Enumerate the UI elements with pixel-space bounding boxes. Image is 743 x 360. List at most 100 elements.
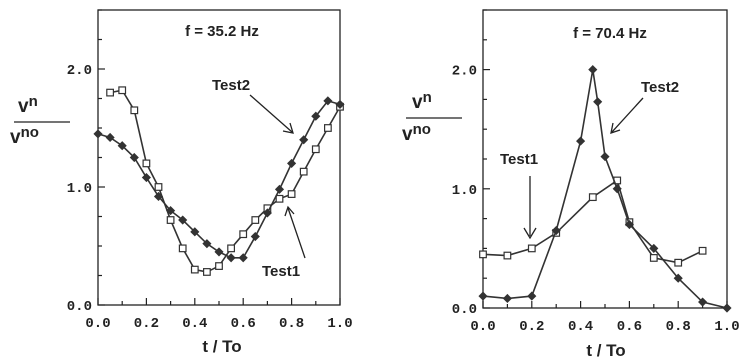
data-point-test1-right xyxy=(649,254,658,262)
data-point-test1-right xyxy=(588,193,597,202)
data-point-test1-left xyxy=(251,216,260,224)
data-point-test2-left xyxy=(311,111,321,121)
data-point-test1-left xyxy=(299,167,308,176)
data-point-test2-left xyxy=(153,191,164,202)
annotation-arrow-test1-right xyxy=(523,176,537,240)
chart-title-right: f = 70.4 Hz xyxy=(573,25,647,42)
y-label-denominator-right: vno xyxy=(402,121,431,145)
x-tick-label-right: 0.8 xyxy=(666,319,691,335)
y-tick-label-left: 1.0 xyxy=(67,181,92,197)
data-point-test1-right xyxy=(674,258,683,267)
data-point-test2-right xyxy=(576,136,586,146)
data-point-test2-left xyxy=(335,99,345,109)
data-point-test1-left xyxy=(311,145,320,154)
data-point-test1-left xyxy=(190,265,199,274)
data-point-test2-left xyxy=(323,96,333,106)
data-point-test2-right xyxy=(649,243,659,253)
data-point-test2-left xyxy=(141,172,151,183)
series-line-test1-right xyxy=(482,179,703,264)
data-point-test2-left xyxy=(287,158,297,168)
data-point-test2-left xyxy=(166,206,176,216)
data-point-test1-right xyxy=(503,251,512,260)
annotation-test2-left: Test2 xyxy=(212,77,250,94)
axis-ticks-right: 0.0 0.2 0.4 0.6 0.8 1.0 0.0 1.0 2.0 xyxy=(452,9,740,335)
data-point-test1-left xyxy=(324,124,332,132)
data-point-test2-left xyxy=(238,253,248,263)
data-point-test2-left xyxy=(93,129,103,139)
annotation-test1-right: Test1 xyxy=(500,151,538,168)
y-tick-label-left: 2.0 xyxy=(67,63,92,79)
series-line-test2-left xyxy=(97,99,341,259)
x-tick-label-right: 1.0 xyxy=(714,319,739,335)
data-point-test2-left xyxy=(105,132,115,143)
x-tick-label-right: 0.0 xyxy=(470,319,495,335)
annotation-arrow-test2-left xyxy=(249,94,294,134)
data-point-test2-left xyxy=(250,231,260,242)
data-point-test1-left xyxy=(227,244,236,253)
x-tick-label-right: 0.6 xyxy=(617,319,642,335)
y-label-numerator-left: vn xyxy=(18,93,38,117)
data-point-test1-left xyxy=(118,86,127,95)
series-layer-right xyxy=(478,65,732,313)
data-point-test2-right xyxy=(551,225,561,236)
series-line-test2-right xyxy=(482,69,728,309)
data-point-test1-left xyxy=(239,230,248,239)
x-tick-label-left: 0.4 xyxy=(182,316,207,332)
data-point-test1-left xyxy=(215,262,223,270)
data-point-test1-right xyxy=(479,250,487,259)
y-tick-label-right: 0.0 xyxy=(452,302,477,318)
data-point-test1-left xyxy=(154,183,163,191)
series-line-test1-left xyxy=(109,89,341,273)
data-point-test1-right xyxy=(527,244,536,253)
x-tick-label-left: 1.0 xyxy=(327,316,352,332)
data-point-test1-left xyxy=(130,106,139,115)
annotation-test2-right: Test2 xyxy=(641,79,679,96)
data-point-test1-right xyxy=(698,246,707,255)
x-tick-label-left: 0.6 xyxy=(231,316,256,332)
data-point-test2-right xyxy=(478,291,488,301)
annotation-test1-left: Test1 xyxy=(262,263,300,280)
data-point-test1-left xyxy=(142,159,151,168)
data-point-test2-right xyxy=(593,97,603,107)
data-point-test1-left xyxy=(178,244,187,253)
data-point-test2-left xyxy=(117,141,127,151)
x-axis-label-right: t / To xyxy=(586,341,625,360)
y-tick-label-right: 1.0 xyxy=(452,183,477,199)
y-label-numerator-right: vn xyxy=(412,89,432,113)
x-tick-label-left: 0.8 xyxy=(279,316,304,332)
y-label-denominator-left: vno xyxy=(10,124,39,148)
data-point-test2-right xyxy=(600,152,610,162)
y-axis-label-left: vn vno xyxy=(10,93,70,148)
data-point-test2-right xyxy=(624,219,634,230)
data-point-test2-left xyxy=(226,253,236,263)
data-point-test2-right xyxy=(502,293,512,304)
data-point-test2-right xyxy=(673,273,683,283)
y-axis-label-right: vn vno xyxy=(402,89,462,145)
data-point-test2-left xyxy=(214,247,224,257)
chart-left: 0.0 0.2 0.4 0.6 0.8 1.00.01.02.0 f = 35.2 Hz … xyxy=(10,9,353,356)
x-tick-label-left: 0.0 xyxy=(85,316,110,332)
data-point-test1-left xyxy=(287,190,296,198)
data-point-test2-left xyxy=(262,208,272,218)
y-tick-label-left: 0.0 xyxy=(67,299,92,315)
series-layer-left xyxy=(93,86,345,276)
data-point-test2-left xyxy=(190,227,200,237)
data-point-test2-left xyxy=(299,135,309,145)
data-point-test2-right xyxy=(588,65,598,75)
data-point-test2-left xyxy=(274,184,285,194)
x-tick-label-left: 0.2 xyxy=(134,316,159,332)
axis-ticks-left: 0.0 0.2 0.4 0.6 0.8 1.0 0.0 1.0 2.0 xyxy=(67,9,353,332)
data-point-test2-right xyxy=(612,184,622,194)
annotation-arrow-test2-right xyxy=(610,97,644,134)
x-tick-label-right: 0.2 xyxy=(519,319,544,335)
data-point-test1-left xyxy=(203,268,211,276)
annotation-arrow-test1-left xyxy=(284,205,306,259)
chart-title-left: f = 35.2 Hz xyxy=(185,23,259,40)
data-point-test2-right xyxy=(527,291,537,301)
x-tick-label-right: 0.4 xyxy=(568,319,593,335)
data-point-test2-left xyxy=(202,239,212,249)
data-point-test2-right xyxy=(722,303,732,313)
data-point-test1-left xyxy=(106,88,115,97)
data-point-test2-right xyxy=(698,297,708,307)
